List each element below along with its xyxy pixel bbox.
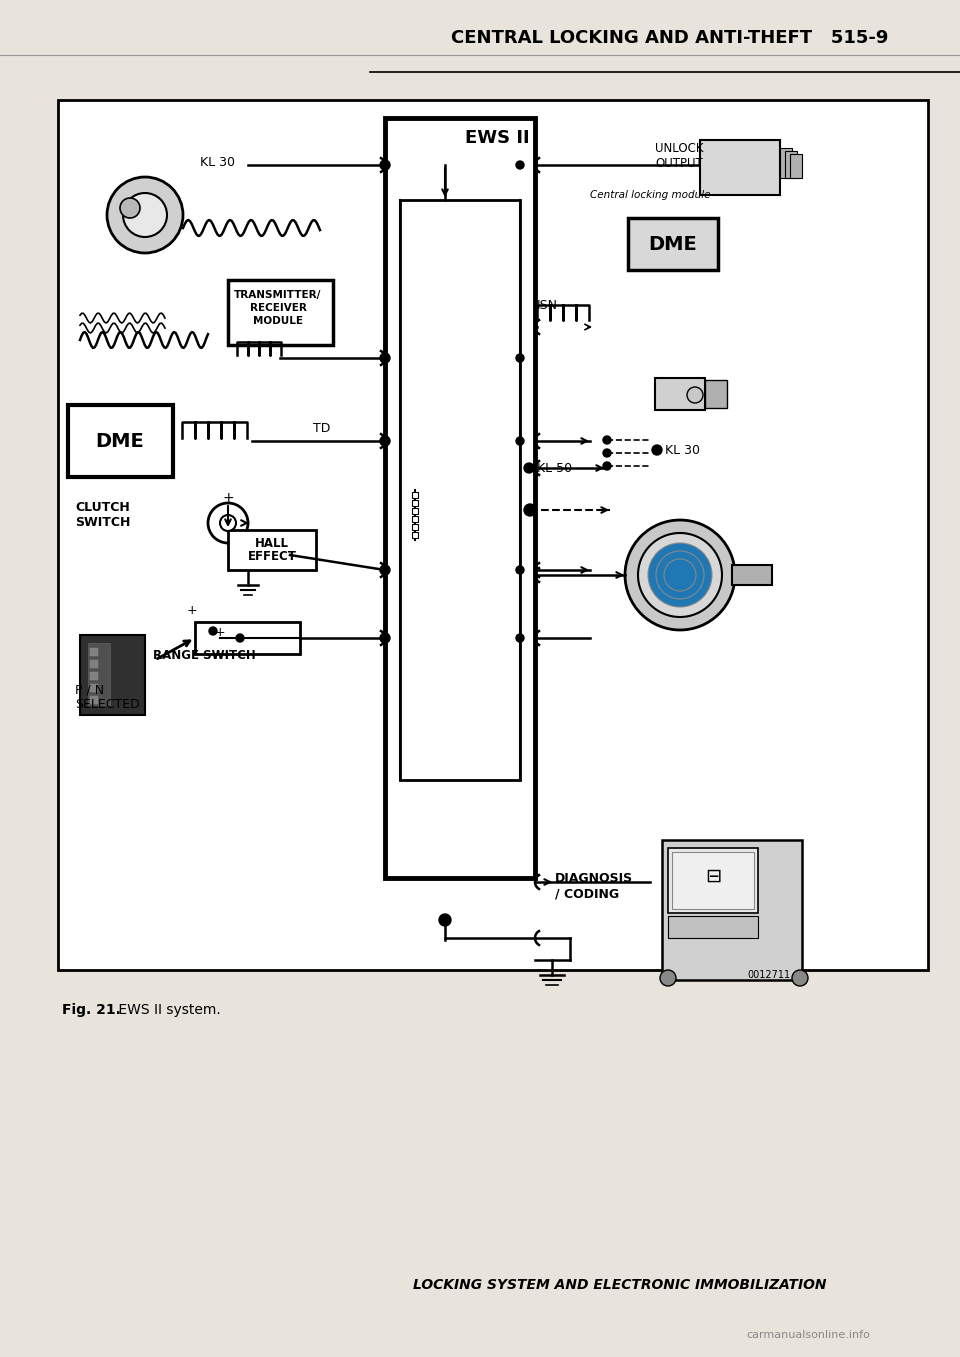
Text: +: + xyxy=(215,626,226,639)
Circle shape xyxy=(524,463,534,474)
Circle shape xyxy=(516,437,524,445)
Circle shape xyxy=(380,353,390,364)
Text: TD: TD xyxy=(313,422,330,434)
Bar xyxy=(80,635,145,715)
Circle shape xyxy=(664,559,696,592)
Bar xyxy=(655,379,705,410)
Bar xyxy=(412,516,418,522)
Circle shape xyxy=(687,387,703,403)
Circle shape xyxy=(516,354,524,362)
Bar xyxy=(68,404,173,478)
Circle shape xyxy=(439,915,451,925)
Text: +: + xyxy=(222,491,234,505)
Bar xyxy=(412,508,418,514)
Text: KL 50: KL 50 xyxy=(537,461,572,475)
Circle shape xyxy=(656,551,704,598)
Text: TRANSMITTER/: TRANSMITTER/ xyxy=(234,290,322,300)
Bar xyxy=(90,696,98,704)
Bar xyxy=(412,499,418,506)
Text: RANGE SWITCH: RANGE SWITCH xyxy=(153,649,255,661)
Text: CENTRAL LOCKING AND ANTI-THEFT   515-9: CENTRAL LOCKING AND ANTI-THEFT 515-9 xyxy=(451,28,889,47)
Circle shape xyxy=(380,565,390,575)
Bar xyxy=(195,622,300,654)
Text: ⊟: ⊟ xyxy=(705,867,721,886)
Circle shape xyxy=(380,436,390,446)
Circle shape xyxy=(516,161,524,170)
Bar xyxy=(412,493,418,498)
Bar xyxy=(732,565,772,585)
Circle shape xyxy=(652,445,662,455)
Text: SWITCH: SWITCH xyxy=(75,516,131,528)
Text: DME: DME xyxy=(649,235,697,254)
Text: EFFECT: EFFECT xyxy=(248,550,297,563)
Bar xyxy=(90,649,98,655)
Bar xyxy=(785,151,797,178)
Circle shape xyxy=(120,198,140,218)
Bar xyxy=(90,684,98,692)
Circle shape xyxy=(107,176,183,252)
Bar xyxy=(90,672,98,680)
Bar xyxy=(88,643,110,706)
Bar xyxy=(58,100,928,970)
Text: EWS II system.: EWS II system. xyxy=(114,1003,221,1016)
Bar xyxy=(790,153,802,178)
Circle shape xyxy=(603,436,611,444)
Text: KL 30: KL 30 xyxy=(665,444,700,456)
Text: P / N: P / N xyxy=(75,684,104,696)
Text: SELECTED: SELECTED xyxy=(75,697,140,711)
Text: LOCKING SYSTEM AND ELECTRONIC IMMOBILIZATION: LOCKING SYSTEM AND ELECTRONIC IMMOBILIZA… xyxy=(413,1278,827,1292)
Text: +: + xyxy=(186,604,198,616)
Text: HALL: HALL xyxy=(255,536,289,550)
Circle shape xyxy=(209,627,217,635)
Circle shape xyxy=(380,160,390,170)
Circle shape xyxy=(625,520,735,630)
Bar xyxy=(672,852,754,909)
Text: carmanualsonline.info: carmanualsonline.info xyxy=(746,1330,870,1339)
Text: EWS II: EWS II xyxy=(466,129,530,147)
Bar xyxy=(628,218,718,270)
Bar xyxy=(385,118,535,878)
Text: OUTPUT: OUTPUT xyxy=(655,156,703,170)
Text: DME: DME xyxy=(96,432,144,451)
Bar xyxy=(412,532,418,537)
Bar xyxy=(662,840,802,980)
Bar xyxy=(90,660,98,668)
Bar xyxy=(668,848,758,913)
Text: CLUTCH: CLUTCH xyxy=(75,501,130,513)
Bar xyxy=(412,524,418,531)
Bar xyxy=(228,531,316,570)
Circle shape xyxy=(660,970,676,987)
Bar xyxy=(400,199,520,780)
Text: UNLOCK: UNLOCK xyxy=(655,141,704,155)
Circle shape xyxy=(220,516,236,531)
Circle shape xyxy=(648,543,712,607)
Bar xyxy=(228,280,333,345)
Text: Fig. 21.: Fig. 21. xyxy=(62,1003,121,1016)
Text: / CODING: / CODING xyxy=(555,887,619,901)
Circle shape xyxy=(516,634,524,642)
Circle shape xyxy=(603,449,611,457)
Text: KL 30: KL 30 xyxy=(200,156,235,168)
Circle shape xyxy=(208,503,248,543)
Text: MODULE: MODULE xyxy=(253,316,303,326)
Circle shape xyxy=(638,533,722,617)
Bar xyxy=(705,380,727,408)
Circle shape xyxy=(516,566,524,574)
Circle shape xyxy=(380,632,390,643)
Text: ISN: ISN xyxy=(537,299,558,312)
Circle shape xyxy=(603,461,611,470)
Bar xyxy=(700,140,780,195)
Text: 0012711: 0012711 xyxy=(747,970,790,980)
Bar xyxy=(668,916,758,938)
Text: RECEIVER: RECEIVER xyxy=(250,303,306,313)
Circle shape xyxy=(236,634,244,642)
Circle shape xyxy=(792,970,808,987)
Text: DIAGNOSIS: DIAGNOSIS xyxy=(555,871,634,885)
Circle shape xyxy=(524,503,536,516)
Circle shape xyxy=(123,193,167,237)
Text: Central locking module: Central locking module xyxy=(590,190,710,199)
Bar xyxy=(780,148,792,178)
